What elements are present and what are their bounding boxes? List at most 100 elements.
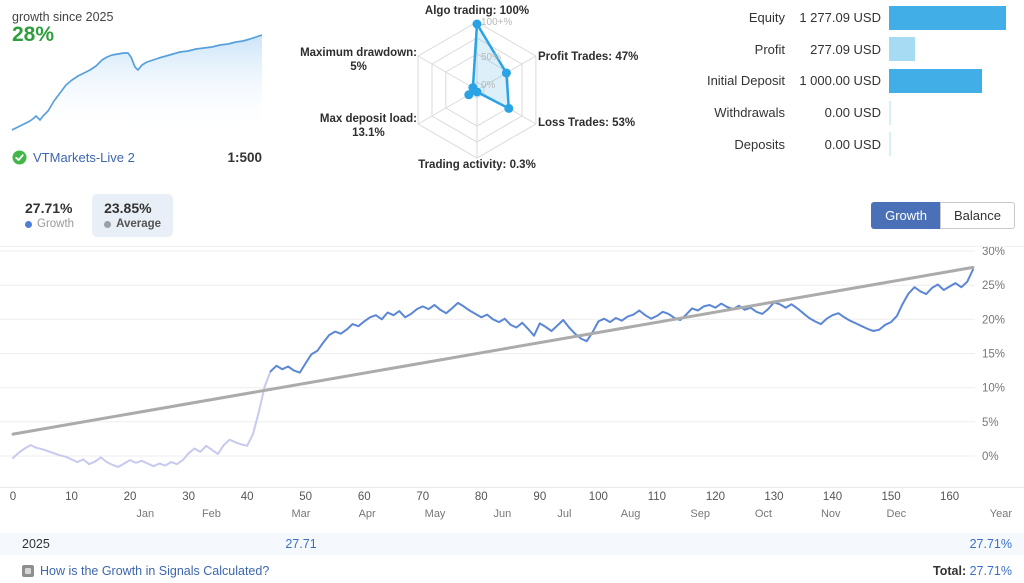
- stat-value: 1 000.00 USD: [799, 73, 881, 89]
- growth-percent: 28%: [12, 23, 55, 46]
- trend-line: [11, 265, 975, 436]
- stat-bar-track: [889, 100, 1016, 125]
- growth-chart: 0% 5% 10% 15% 20% 25% 30%: [0, 247, 1005, 468]
- x-tick: 110: [647, 491, 667, 503]
- radar-label-loss-trades: Loss Trades: 53%: [538, 117, 636, 129]
- y-axis-label: 5%: [982, 417, 999, 429]
- sparkline-chart: [12, 34, 262, 133]
- growth-chart-area: 0% 5% 10% 15% 20% 25% 30%: [0, 246, 1024, 488]
- month-label: Jul: [557, 508, 572, 520]
- radar-label-maximum-drawdown: Maximum drawdown: 5%: [300, 47, 417, 73]
- radar-ring-label-50: 50%: [481, 52, 502, 63]
- x-tick: 160: [939, 491, 960, 503]
- growth-since-label: growth since 2025: [12, 10, 114, 24]
- stat-row: Withdrawals 0.00 USD: [700, 97, 1016, 129]
- x-tick: 50: [299, 491, 313, 503]
- y-axis-label: 10%: [982, 383, 1005, 395]
- account-stats-table: Equity 1 277.09 USD Profit 277.09 USD Initia…: [700, 2, 1016, 160]
- mini-growth-block: growth since 2025 28% VTMarkets-Live 2 1…: [12, 8, 262, 180]
- account-row: VTMarkets-Live 2 1:500: [12, 150, 262, 165]
- growth-dot-icon: [25, 220, 32, 228]
- total-growth: Total: 27.71%: [933, 564, 1012, 578]
- x-tick: 100: [588, 491, 608, 503]
- y-axis-label: 25%: [982, 280, 1005, 292]
- month-label: May: [424, 508, 446, 520]
- radar-label-trading-activity: Trading activity: 0.3%: [418, 159, 536, 171]
- x-tick: 130: [764, 491, 784, 503]
- y-axis-label: 0%: [982, 451, 999, 463]
- radar-label-profit-trades: Profit Trades: 47%: [538, 51, 639, 63]
- x-tick: 150: [881, 491, 901, 503]
- radar-chart: [417, 19, 537, 159]
- x-axis-day-ticks: 0 10 20 30 40 50 60 70 80 90 100 110 120 130 140 150 160: [0, 491, 1024, 508]
- verified-check-icon: [12, 150, 27, 165]
- sparkline-line: [12, 34, 262, 131]
- stat-label: Withdrawals: [714, 105, 785, 121]
- sparkline-fill: [12, 35, 262, 133]
- y-axis-label: 20%: [982, 314, 1005, 326]
- growth-help-link[interactable]: How is the Growth in Signals Calculated?: [22, 564, 269, 578]
- growth-early-line: [12, 370, 272, 468]
- x-tick: 90: [533, 491, 547, 503]
- stat-bar-track: [889, 68, 1016, 93]
- month-label: Jan: [136, 508, 155, 520]
- radar-label-algo-trading: Algo trading: 100%: [424, 5, 530, 17]
- stat-bar-track: [889, 37, 1016, 62]
- radar-axis: [417, 55, 478, 91]
- x-tick: 20: [123, 491, 137, 503]
- stat-label: Deposits: [734, 136, 785, 152]
- header: growth since 2025 28% VTMarkets-Live 2 1…: [0, 0, 1024, 188]
- x-tick: 0: [9, 491, 17, 503]
- chart-controls: 27.71% Growth 23.85% Average Growth Bala…: [0, 188, 1024, 246]
- radar-label-max-deposit-load: Max deposit load: 13.1%: [319, 113, 417, 139]
- radar-ring-label-100: 100+%: [481, 17, 513, 28]
- month-label: Dec: [886, 508, 907, 520]
- footer: How is the Growth in Signals Calculated?…: [0, 560, 1024, 583]
- radar-ring-label-0: 0%: [481, 80, 496, 91]
- stat-label: Equity: [748, 10, 785, 26]
- tab-growth[interactable]: Growth: [871, 202, 941, 229]
- x-tick: 60: [357, 491, 371, 503]
- help-icon: [22, 565, 34, 577]
- stat-label: Profit: [754, 41, 785, 57]
- stat-bar-track: [889, 132, 1016, 157]
- account-name-link[interactable]: VTMarkets-Live 2: [33, 150, 135, 165]
- radar-point: [468, 83, 478, 93]
- stat-value: 0.00 USD: [824, 105, 881, 121]
- average-dot-icon: [104, 220, 112, 228]
- stat-value: 277.09 USD: [810, 41, 881, 57]
- year-total-value: 27.71%: [969, 537, 1012, 551]
- stat-bar: [889, 37, 915, 62]
- month-label: Aug: [620, 508, 641, 520]
- x-tick: 40: [240, 491, 254, 503]
- month-label: Apr: [358, 508, 376, 520]
- year-cell: 2025: [22, 537, 50, 551]
- stat-row: Deposits 0.00 USD: [700, 128, 1016, 160]
- growth-legend-chip[interactable]: 27.71% Growth: [25, 200, 75, 230]
- stat-bar: [889, 132, 891, 157]
- month-label: Sep: [690, 508, 711, 520]
- stat-value: 0.00 USD: [824, 136, 881, 152]
- x-tick: 30: [182, 491, 196, 503]
- x-tick: 120: [705, 491, 726, 503]
- chart-mode-tabs: Growth Balance: [871, 202, 1015, 229]
- month-label: Mar: [291, 508, 311, 520]
- radar-point: [472, 19, 482, 29]
- radar-point: [464, 90, 474, 100]
- radar-point: [501, 68, 511, 78]
- x-tick: 140: [822, 491, 843, 503]
- x-tick: 10: [65, 491, 78, 503]
- tab-balance[interactable]: Balance: [940, 202, 1015, 229]
- distribution-radar: Algo trading: 100% Profit Trades: 47% Lo…: [300, 0, 640, 180]
- legend-chips: 27.71% Growth 23.85% Average: [13, 194, 174, 237]
- average-legend-chip[interactable]: 23.85% Average: [92, 194, 174, 237]
- yearly-summary-row: 2025 27.71 27.71%: [0, 533, 1024, 555]
- stat-row: Initial Deposit 1 000.00 USD: [700, 65, 1016, 97]
- radar-point: [504, 103, 514, 113]
- month-label: Oct: [754, 508, 772, 520]
- x-tick: 80: [474, 491, 488, 503]
- stat-row: Equity 1 277.09 USD: [700, 2, 1016, 34]
- stat-bar-track: [889, 5, 1016, 30]
- growth-line: [269, 268, 974, 374]
